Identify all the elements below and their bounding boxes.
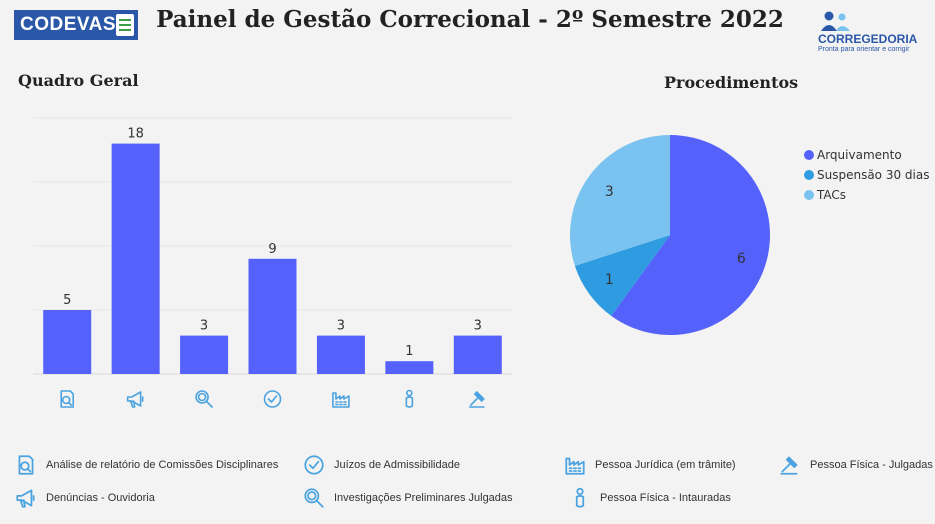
pie-legend-item[interactable]: Suspensão 30 dias	[804, 168, 929, 182]
codevasf-logo: CODEVASF	[14, 10, 138, 40]
factory-icon	[332, 392, 350, 408]
magnifier-icon	[195, 390, 213, 408]
legend-item: Juízos de Admissibilidade	[302, 453, 460, 477]
corregedoria-tagline: Pronta para orientar e corrigir	[818, 46, 910, 53]
legend-dot	[804, 150, 814, 160]
document-logo-icon	[116, 14, 134, 36]
check-circle-icon	[304, 455, 324, 475]
legend-label: Análise de relatório de Comissões Discip…	[46, 459, 279, 471]
bar-chart-data-labels: 5 18 3 9 3 1 3	[63, 127, 482, 360]
megaphone-icon	[16, 489, 35, 508]
bar	[385, 361, 434, 374]
legend-item: Investigações Preliminares Julgadas	[302, 486, 513, 510]
legend-item: Pessoa Jurídica (em trâmite)	[563, 453, 736, 477]
bar	[180, 335, 229, 374]
pie-legend-item[interactable]: Arquivamento	[804, 148, 902, 162]
gavel-icon	[468, 391, 485, 408]
pie-slice	[611, 135, 770, 335]
check-circle-icon	[263, 390, 282, 408]
person-icon	[405, 389, 414, 408]
page-title: Painel de Gestão Correcional - 2º Semest…	[156, 6, 784, 33]
legend-item: Denúncias - Ouvidoria	[14, 486, 155, 510]
corregedoria-name: CORREGEDORIA	[818, 32, 918, 46]
pie-legend-label: TACs	[817, 188, 847, 202]
pie-legend-label: Arquivamento	[817, 148, 902, 162]
legend-label: Pessoa Jurídica (em trâmite)	[595, 459, 736, 471]
bar-chart-bars	[43, 143, 502, 374]
bar	[111, 143, 160, 374]
pie-data-label: 3	[605, 184, 614, 200]
bar-chart-title: Quadro Geral	[18, 71, 139, 90]
legend-item: Pessoa Física - Intauradas	[568, 486, 731, 510]
bar-data-label: 3	[337, 319, 345, 334]
pie-legend-label: Suspensão 30 dias	[817, 168, 930, 182]
document-search-icon	[18, 455, 34, 475]
bar	[248, 258, 297, 374]
pie-chart: 6 1 3	[570, 135, 770, 335]
bar	[453, 335, 502, 374]
gavel-icon	[780, 456, 798, 475]
bar-data-label: 5	[63, 293, 71, 308]
legend-item: Pessoa Física - Julgadas	[778, 453, 933, 477]
document-search-icon	[60, 390, 75, 408]
people-logo-icon	[821, 11, 850, 31]
bar-chart: 5 18 3 9 3 1 3	[33, 117, 512, 408]
pie-legend-item[interactable]: TACs	[804, 188, 846, 202]
pie-data-label: 6	[737, 251, 746, 267]
legend-label: Pessoa Física - Julgadas	[810, 459, 933, 471]
bar-data-label: 18	[127, 127, 144, 142]
bar-data-label: 3	[474, 319, 482, 334]
person-icon	[575, 487, 585, 508]
legend-label: Pessoa Física - Intauradas	[600, 492, 731, 504]
bar-chart-category-icons	[60, 389, 485, 408]
legend-dot	[804, 170, 814, 180]
bar	[316, 335, 365, 374]
pie-chart-title: Procedimentos	[664, 73, 799, 92]
legend-label: Denúncias - Ouvidoria	[46, 492, 155, 504]
bar-data-label: 1	[405, 344, 413, 359]
legend-label: Investigações Preliminares Julgadas	[334, 492, 513, 504]
pie-data-label: 1	[605, 272, 614, 288]
pie-slice	[570, 135, 670, 266]
magnifier-icon	[304, 488, 324, 508]
legend-item: Análise de relatório de Comissões Discip…	[14, 453, 278, 477]
corregedoria-logo: CORREGEDORIA Pronta para orientar e corr…	[812, 10, 924, 56]
codevasf-logo-text: CODEVASF	[20, 14, 129, 35]
bar-data-label: 3	[200, 319, 208, 334]
bar	[43, 310, 92, 374]
legend-dot	[804, 190, 814, 200]
bar-data-label: 9	[268, 242, 276, 257]
legend-label: Juízos de Admissibilidade	[334, 459, 460, 471]
factory-icon	[565, 457, 585, 475]
pie-slice	[574, 235, 670, 316]
megaphone-icon	[126, 391, 144, 408]
